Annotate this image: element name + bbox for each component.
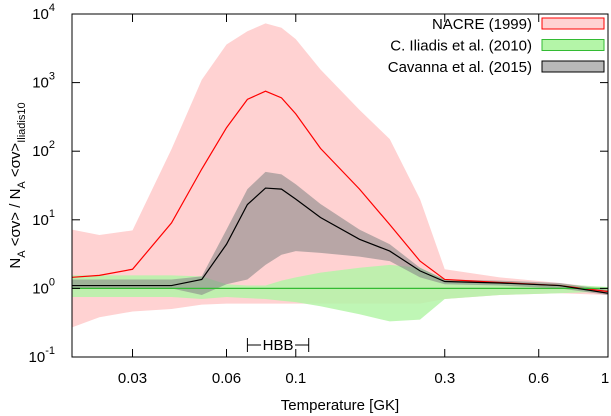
y-tick-base: 10 <box>32 143 49 160</box>
y-tick-label: 10-1 <box>29 345 55 366</box>
legend-label: Cavanna et al. (2015) <box>388 59 532 76</box>
x-tick-label: 0.3 <box>434 370 455 387</box>
uncertainty-band <box>72 23 608 328</box>
x-tick-label: 1 <box>601 370 609 387</box>
annotation-label: HBB <box>263 337 294 354</box>
y-tick-base: 10 <box>32 6 49 23</box>
y-axis-label-part: <σv> <box>7 143 24 182</box>
y-axis-label-part: Iliadis10 <box>16 102 28 142</box>
x-tick-label: 0.03 <box>118 370 147 387</box>
rate-line <box>72 90 608 293</box>
y-tick-exponent: 2 <box>49 139 55 151</box>
y-axis-label: NA <σv> / NA <σv>Iliadis10 <box>7 102 28 268</box>
plot-area <box>72 23 608 328</box>
rate-line <box>72 187 608 294</box>
y-tick-base: 10 <box>32 75 49 92</box>
y-tick-base: 10 <box>32 212 49 229</box>
y-axis-label-part: N <box>7 258 24 269</box>
y-tick-base: 10 <box>32 280 49 297</box>
y-tick-exponent: 3 <box>49 71 55 83</box>
y-tick-label: 104 <box>32 2 55 23</box>
y-tick-label: 100 <box>32 276 55 297</box>
y-tick-exponent: 1 <box>49 208 55 220</box>
legend-swatch <box>541 17 605 30</box>
plot-border <box>71 13 609 358</box>
legend-label: NACRE (1999) <box>432 16 532 33</box>
y-tick-exponent: 0 <box>49 276 55 288</box>
x-tick-label: 0.6 <box>528 370 549 387</box>
x-axis-label: Temperature [GK] <box>281 397 399 414</box>
y-tick-base: 10 <box>29 349 46 366</box>
y-tick-label: 101 <box>32 208 55 229</box>
y-axis-label-part: A <box>16 250 28 258</box>
y-tick-exponent: 4 <box>49 2 55 14</box>
uncertainty-band <box>72 171 608 296</box>
y-axis-label-part: <σv> / N <box>7 189 24 251</box>
legend-swatch <box>541 39 605 51</box>
y-tick-label: 102 <box>32 139 55 160</box>
y-tick-exponent: -1 <box>45 345 55 357</box>
x-tick-label: 0.06 <box>212 370 241 387</box>
x-tick-label: 0.1 <box>285 370 306 387</box>
legend-swatch <box>541 60 605 73</box>
legend-label: C. Iliadis et al. (2010) <box>390 38 532 55</box>
y-axis-label-part: A <box>16 181 28 189</box>
y-tick-label: 103 <box>32 71 55 92</box>
